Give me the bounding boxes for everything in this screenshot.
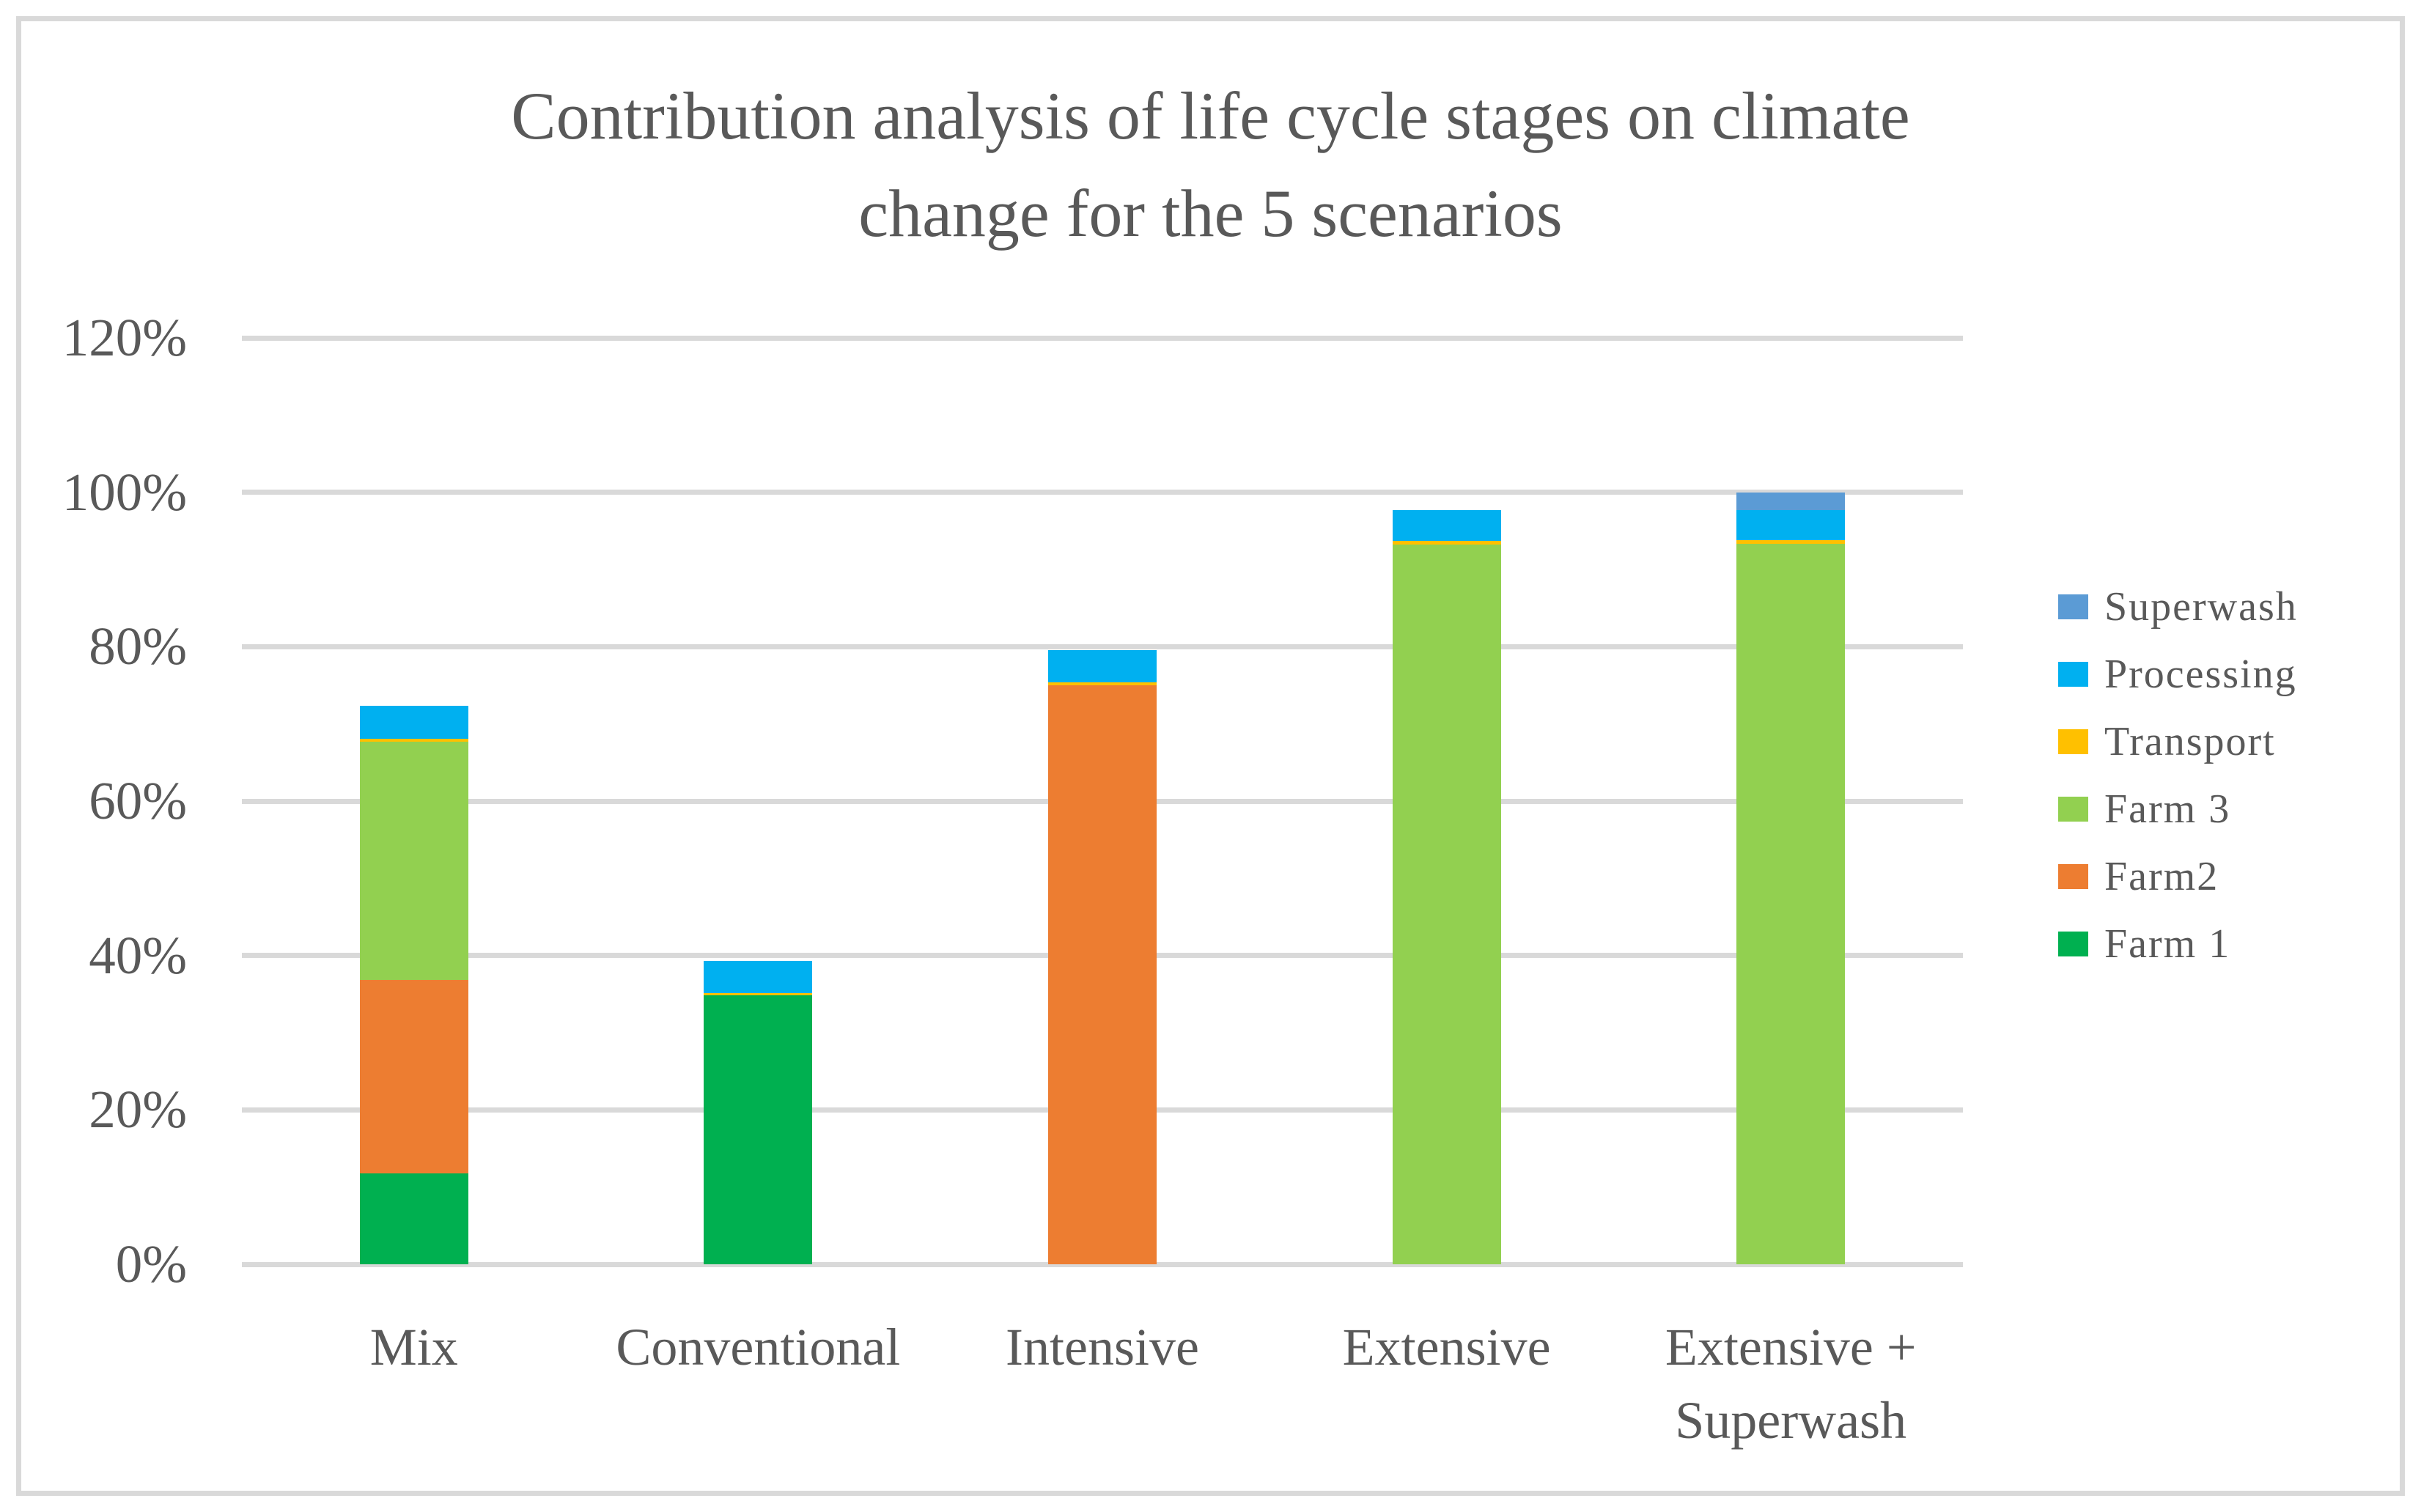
bar-segment-intensive-processing (1048, 649, 1157, 682)
bar-segment-mix-farm-3 (359, 741, 468, 981)
y-tick-label-80: 80% (89, 616, 187, 676)
legend-item-processing: Processing (2058, 652, 2298, 697)
legend-swatch-farm-3 (2058, 797, 2088, 822)
x-axis-label-conventional: Conventional (616, 1318, 901, 1376)
bar-segment-mix-processing (359, 706, 468, 739)
bar-segment-mix-transport (359, 738, 468, 742)
legend-swatch-farm2 (2058, 864, 2088, 889)
x-axis-label-extensive: Extensive (1342, 1318, 1551, 1376)
y-tick-label-100: 100% (62, 462, 187, 522)
bar-segment-extensive-transport (1392, 541, 1501, 545)
legend-item-superwash: Superwash (2058, 584, 2298, 630)
x-axis-label-intensive: Intensive (1006, 1318, 1199, 1376)
bar-segment-mix-farm-1 (359, 1173, 468, 1264)
gridline-120 (242, 335, 1963, 341)
legend-label-farm-1: Farm 1 (2104, 921, 2231, 967)
legend-swatch-farm-1 (2058, 932, 2088, 956)
bar-segment-intensive-farm2 (1048, 685, 1157, 1264)
bar-segment-conventional-transport (704, 993, 813, 996)
bar-segment-extensive-processing (1392, 509, 1501, 542)
bar-segment-extensive-superwash-transport (1736, 540, 1846, 545)
legend-item-farm-3: Farm 3 (2058, 786, 2298, 832)
legend-label-transport: Transport (2104, 719, 2276, 764)
gridline-100 (242, 490, 1963, 495)
bar-segment-intensive-transport (1048, 682, 1157, 685)
gridline-80 (242, 643, 1963, 649)
bar-segment-conventional-processing (704, 961, 813, 994)
y-tick-label-0: 0% (115, 1234, 187, 1294)
y-tick-label-20: 20% (89, 1080, 187, 1140)
legend-item-transport: Transport (2058, 719, 2298, 764)
legend: Superwash Processing Transport Farm 3 Farm2 F… (2058, 584, 2298, 991)
y-tick-label-40: 40% (89, 925, 187, 985)
legend-swatch-superwash (2058, 594, 2088, 619)
legend-label-farm2: Farm2 (2104, 854, 2219, 899)
bar-segment-extensive-superwash-superwash (1736, 492, 1846, 510)
legend-label-farm-3: Farm 3 (2104, 786, 2231, 832)
legend-item-farm2: Farm2 (2058, 854, 2298, 899)
legend-swatch-processing (2058, 662, 2088, 687)
legend-item-farm-1: Farm 1 (2058, 921, 2298, 967)
bar-segment-extensive-farm-3 (1392, 545, 1501, 1264)
y-tick-label-60: 60% (89, 771, 187, 831)
x-axis-label-extensive-superwash: Extensive + Superwash (1665, 1318, 1917, 1450)
gridline-0 (242, 1261, 1963, 1267)
bar-segment-extensive-superwash-processing (1736, 509, 1846, 540)
bar-segment-conventional-farm-1 (704, 995, 813, 1264)
x-axis-label-mix: Mix (369, 1318, 458, 1376)
y-tick-label-120: 120% (62, 308, 187, 368)
bar-segment-mix-farm2 (359, 980, 468, 1173)
chart-title: Contribution analysis of life cycle stag… (511, 78, 1910, 251)
bar-segment-extensive-superwash-farm-3 (1736, 544, 1846, 1264)
legend-label-processing: Processing (2104, 652, 2297, 697)
figure-border (16, 16, 2405, 1496)
legend-swatch-transport (2058, 729, 2088, 754)
legend-label-superwash: Superwash (2104, 584, 2298, 630)
